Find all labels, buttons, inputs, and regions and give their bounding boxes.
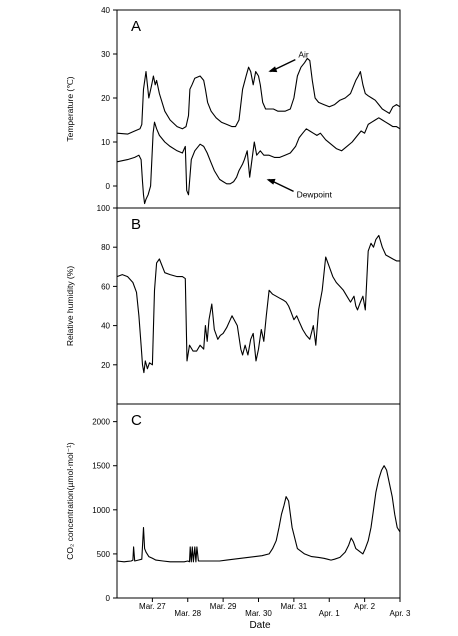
y-tick-label: 0: [106, 182, 111, 191]
y-tick-label: 500: [97, 550, 111, 559]
panel-frame: [116, 207, 401, 405]
panel-frame: [116, 403, 401, 599]
x-axis-label: Date: [249, 620, 271, 631]
x-tick-label: Mar. 30: [245, 609, 272, 618]
y-tick-label: 80: [101, 243, 110, 252]
x-tick-label: Mar. 27: [139, 602, 166, 611]
y-tick-label: 40: [101, 6, 110, 15]
y-tick-label: 1000: [92, 506, 110, 515]
y-tick-label: 30: [101, 50, 110, 59]
y-tick-label: 20: [101, 94, 110, 103]
y-axis-label: Temperature (℃): [65, 76, 75, 141]
annotation-arrowhead: [268, 66, 278, 73]
annotation-label: Air: [298, 50, 309, 60]
x-tick-label: Mar. 28: [174, 609, 201, 618]
series-line: [116, 234, 400, 374]
y-tick-label: 20: [101, 361, 110, 370]
y-tick-label: 100: [97, 204, 111, 213]
panel-letter: A: [131, 18, 141, 35]
panel-letter: C: [131, 412, 142, 429]
y-tick-label: 1500: [92, 462, 110, 471]
panel-letter: B: [131, 216, 141, 233]
panel-frame: [116, 9, 401, 209]
x-tick-label: Apr. 1: [319, 609, 340, 618]
y-tick-label: 10: [101, 138, 110, 147]
x-tick-label: Apr. 2: [354, 602, 375, 611]
annotation-label: Dewpoint: [297, 189, 333, 199]
x-tick-label: Mar. 31: [281, 602, 308, 611]
x-tick-label: Mar. 29: [210, 602, 237, 611]
series-line-air: [116, 57, 401, 135]
y-axis-label: CO₂ concentration(µmol·mol⁻¹): [65, 442, 75, 560]
x-tick-label: Apr. 3: [390, 609, 411, 618]
annotation-arrowhead: [266, 178, 276, 185]
panel-c: 0 500 1000 1500 2000 CO₂ concentration(µmol·m…: [65, 403, 401, 603]
y-tick-label: 40: [101, 322, 110, 331]
panel-a: 0 10 20 30 40 Temperature (℃) A Air Dewpoint: [65, 6, 401, 209]
series-line-dewpoint: [116, 117, 401, 205]
y-tick-label: 0: [106, 594, 111, 603]
series-line: [116, 465, 401, 563]
y-tick-label: 60: [101, 282, 110, 291]
y-tick-label: 2000: [92, 418, 110, 427]
panel-b: 20 40 60 80 100 Relative humidity (%) B: [65, 204, 401, 405]
y-axis-label: Relative humidity (%): [65, 266, 75, 346]
